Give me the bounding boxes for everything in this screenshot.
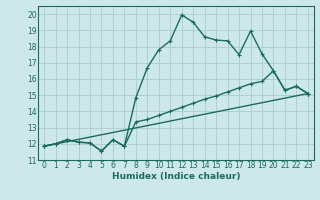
X-axis label: Humidex (Indice chaleur): Humidex (Indice chaleur) <box>112 172 240 181</box>
